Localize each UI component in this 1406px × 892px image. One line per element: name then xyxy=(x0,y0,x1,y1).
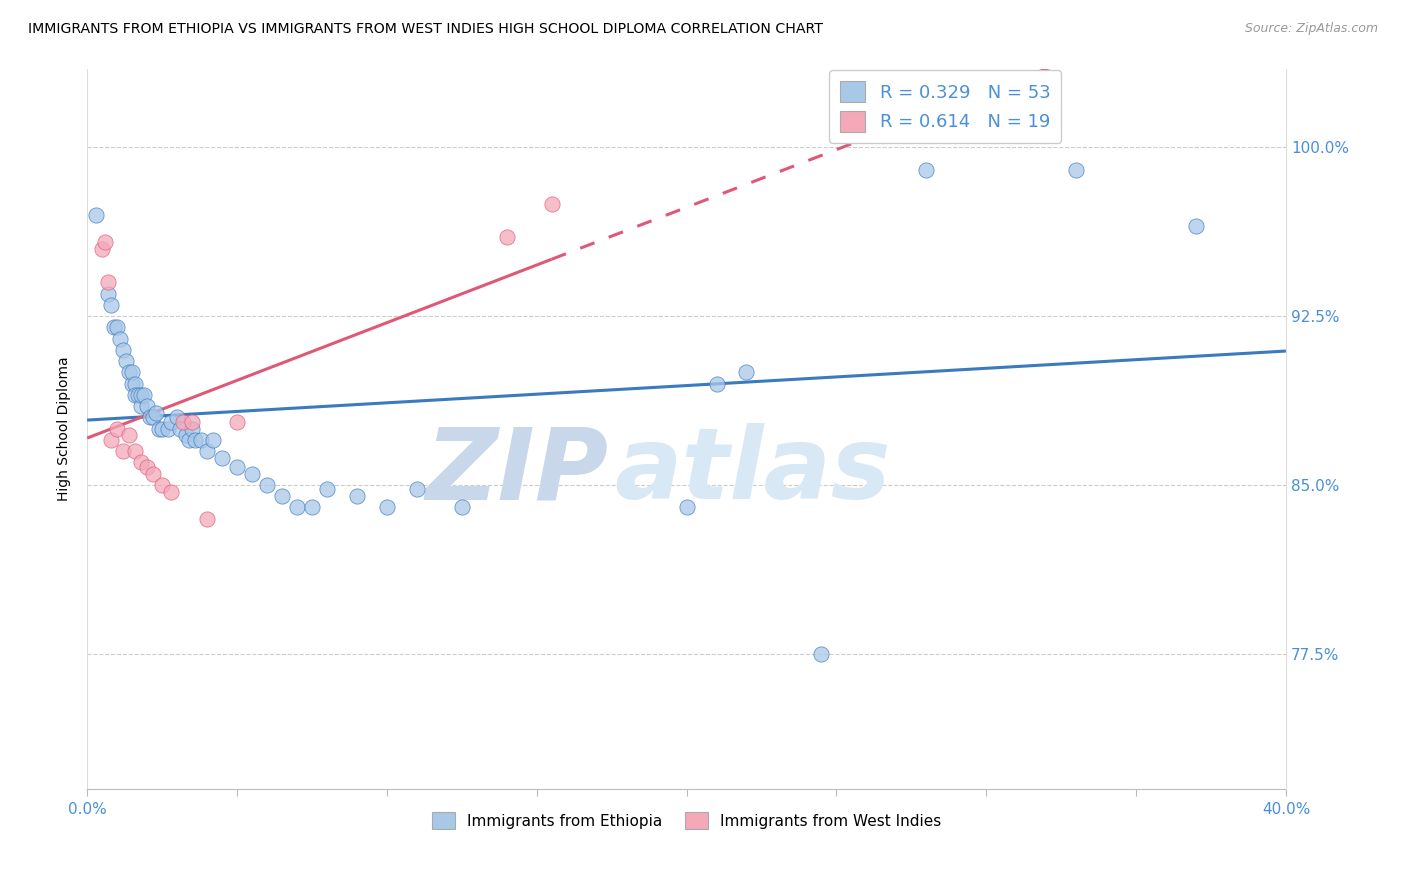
Point xyxy=(118,428,141,442)
Point xyxy=(301,500,323,515)
Point xyxy=(129,388,152,402)
Point xyxy=(94,235,117,249)
Point xyxy=(316,483,339,497)
Point xyxy=(184,433,207,447)
Point xyxy=(103,320,125,334)
Point xyxy=(202,433,225,447)
Point xyxy=(157,421,180,435)
Point xyxy=(450,500,472,515)
Point xyxy=(1064,162,1087,177)
Point xyxy=(136,459,159,474)
Point xyxy=(375,500,398,515)
Point xyxy=(100,433,122,447)
Point xyxy=(97,275,120,289)
Text: ZIP: ZIP xyxy=(426,423,609,520)
Point xyxy=(1185,219,1208,233)
Point xyxy=(108,332,131,346)
Point xyxy=(675,500,697,515)
Point xyxy=(195,444,218,458)
Point xyxy=(810,647,832,661)
Point xyxy=(195,511,218,525)
Point xyxy=(166,410,188,425)
Point xyxy=(226,459,249,474)
Legend: Immigrants from Ethiopia, Immigrants from West Indies: Immigrants from Ethiopia, Immigrants fro… xyxy=(426,806,948,835)
Point xyxy=(150,477,173,491)
Point xyxy=(118,365,141,379)
Point xyxy=(226,415,249,429)
Point xyxy=(124,444,146,458)
Point xyxy=(121,365,143,379)
Point xyxy=(142,410,165,425)
Text: Source: ZipAtlas.com: Source: ZipAtlas.com xyxy=(1244,22,1378,36)
Point xyxy=(190,433,212,447)
Point xyxy=(124,388,146,402)
Point xyxy=(177,433,200,447)
Point xyxy=(129,455,152,469)
Text: atlas: atlas xyxy=(614,423,891,520)
Point xyxy=(271,489,294,503)
Point xyxy=(148,421,170,435)
Y-axis label: High School Diploma: High School Diploma xyxy=(58,356,72,500)
Point xyxy=(172,415,194,429)
Point xyxy=(136,399,159,413)
Point xyxy=(915,162,938,177)
Point xyxy=(495,230,517,244)
Point xyxy=(285,500,308,515)
Point xyxy=(706,376,728,391)
Point xyxy=(160,415,183,429)
Point xyxy=(405,483,427,497)
Point xyxy=(145,406,167,420)
Point xyxy=(127,388,149,402)
Point xyxy=(160,484,183,499)
Point xyxy=(181,415,204,429)
Point xyxy=(346,489,368,503)
Point xyxy=(105,320,128,334)
Point xyxy=(91,242,114,256)
Point xyxy=(112,343,135,357)
Point xyxy=(142,467,165,481)
Point xyxy=(112,444,135,458)
Point xyxy=(169,421,191,435)
Point xyxy=(240,467,263,481)
Point xyxy=(150,421,173,435)
Point xyxy=(540,196,562,211)
Point xyxy=(211,450,233,465)
Point xyxy=(129,399,152,413)
Point xyxy=(132,388,155,402)
Point xyxy=(181,421,204,435)
Point xyxy=(124,376,146,391)
Point xyxy=(100,298,122,312)
Point xyxy=(97,286,120,301)
Point xyxy=(139,410,162,425)
Point xyxy=(174,428,197,442)
Point xyxy=(121,376,143,391)
Point xyxy=(735,365,758,379)
Point xyxy=(84,208,107,222)
Point xyxy=(115,354,138,368)
Text: IMMIGRANTS FROM ETHIOPIA VS IMMIGRANTS FROM WEST INDIES HIGH SCHOOL DIPLOMA CORR: IMMIGRANTS FROM ETHIOPIA VS IMMIGRANTS F… xyxy=(28,22,823,37)
Point xyxy=(256,477,278,491)
Point xyxy=(105,421,128,435)
